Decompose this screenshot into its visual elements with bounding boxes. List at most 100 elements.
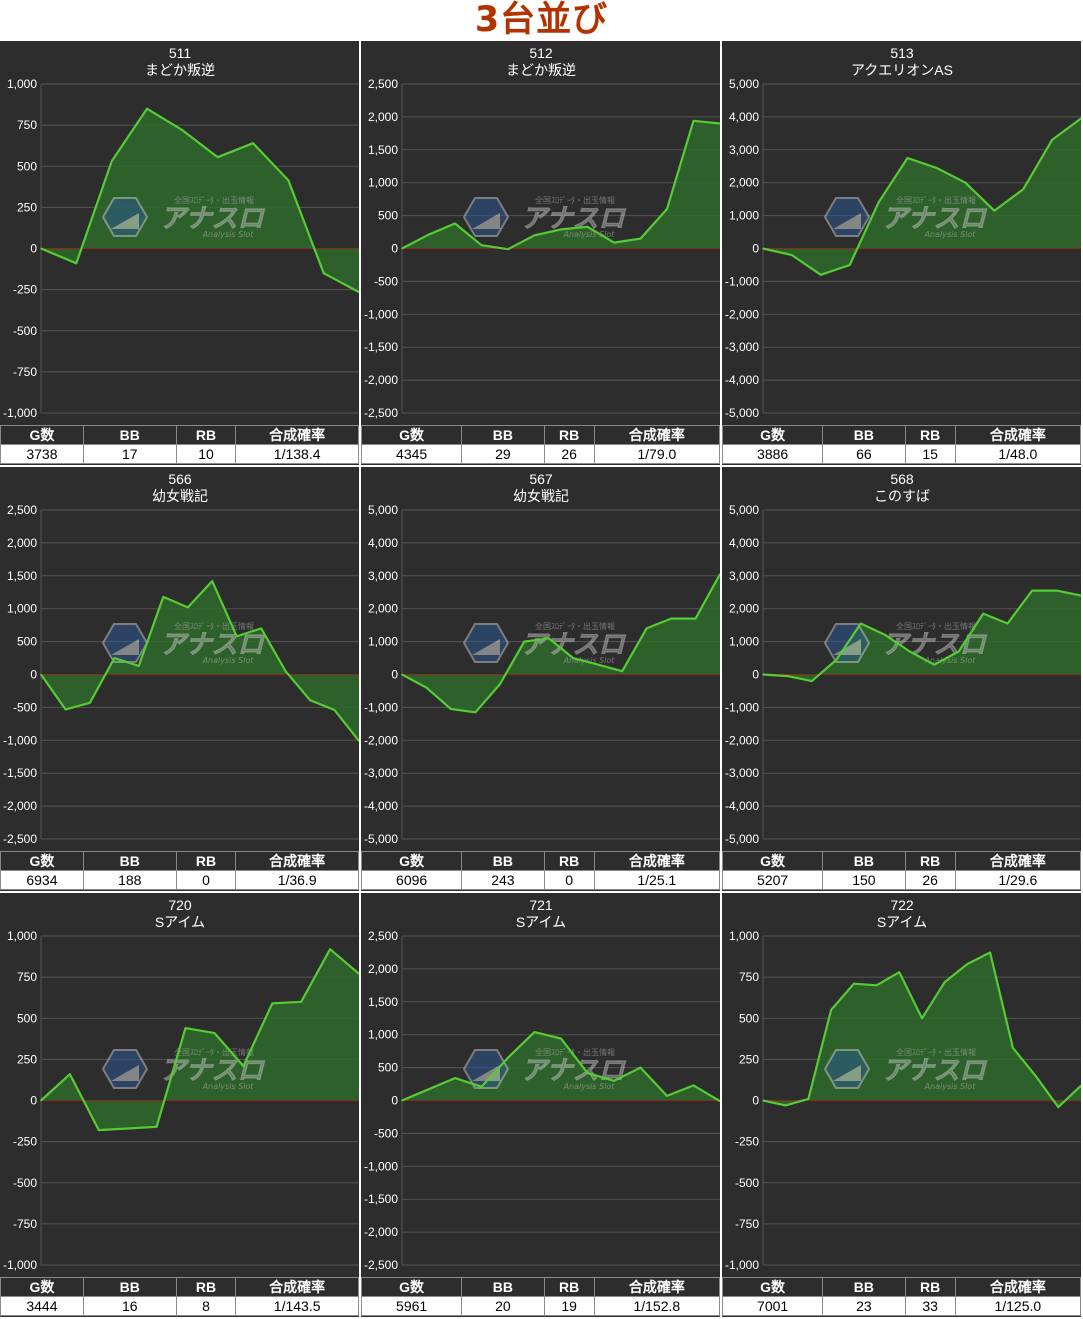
data-point — [820, 274, 822, 276]
y-tick-label: 0 — [752, 242, 759, 256]
stats-value-bb: 243 — [461, 870, 545, 890]
stats-value-games: 5207 — [721, 870, 824, 890]
data-point — [155, 1126, 158, 1128]
watermark-main-text: アナスロ — [160, 630, 265, 660]
data-point — [1080, 594, 1081, 597]
y-tick-label: 1,500 — [368, 143, 398, 157]
data-point — [982, 612, 984, 615]
y-tick-label: 1,000 — [7, 602, 37, 616]
data-point — [40, 247, 42, 250]
stats-header-cell: 合成確率 — [235, 425, 359, 445]
y-tick-label: 1,000 — [368, 635, 398, 649]
stats-value-prob: 1/79.0 — [593, 444, 721, 464]
watermark-main-text: アナスロ — [521, 630, 626, 660]
machine-name: まどか叛逆 — [506, 62, 576, 78]
y-tick-label: -1,500 — [3, 766, 37, 780]
y-tick-label: -5,000 — [725, 406, 759, 420]
data-point — [898, 971, 901, 973]
data-point — [187, 606, 189, 609]
y-tick-label: -2,000 — [364, 733, 398, 747]
y-tick-label: -1,000 — [364, 307, 398, 321]
stats-value-games: 3738 — [0, 444, 84, 464]
watermark-main-text: アナスロ — [160, 204, 265, 234]
y-tick-label: 3,000 — [729, 143, 759, 157]
chart-panel-722: 722 Sアイム 1,000 750 500 250 0 -250 -500 -750 -1,000… — [721, 893, 1082, 1317]
machine-number: 722 — [890, 897, 914, 913]
machine-name: Sアイム — [155, 914, 205, 930]
stats-header-cell: RB — [543, 425, 595, 445]
y-tick-label: 500 — [17, 159, 37, 173]
y-tick-label: -250 — [13, 283, 37, 297]
chart-panel-567: 567 幼女戦記 5,000 4,000 3,000 2,000 1,000 0 -1,000 -… — [360, 467, 721, 891]
stats-header-cell: G数 — [721, 425, 824, 445]
data-point — [807, 1098, 810, 1100]
data-point — [69, 1073, 71, 1075]
stats-value-prob: 1/125.0 — [954, 1296, 1082, 1316]
data-point — [860, 622, 862, 625]
machine-name: Sアイム — [877, 914, 927, 930]
logo-mark-icon — [111, 639, 139, 655]
watermark-sub-text: Analysis Slot — [924, 230, 977, 239]
y-tick-label: 4,000 — [368, 536, 398, 550]
data-point — [533, 234, 536, 237]
stats-header-cell: 合成確率 — [954, 425, 1082, 445]
data-point — [1034, 1075, 1037, 1077]
stats-value-rb: 0 — [175, 870, 237, 890]
watermark-main-text: アナスロ — [882, 204, 987, 234]
stats-header-cell: G数 — [360, 851, 463, 871]
area-fill — [763, 118, 1081, 275]
area-fill — [41, 581, 359, 741]
chart-panel-721: 721 Sアイム 2,500 2,000 1,500 1,000 500 0 -500 -1,00… — [360, 893, 721, 1317]
series-line — [762, 117, 1081, 276]
stats-table: G数 BB RB 合成確率 3886 66 15 1/48.0 — [721, 425, 1082, 464]
data-point — [358, 291, 359, 293]
y-tick-label: -2,000 — [3, 799, 37, 813]
y-tick-label: -1,000 — [3, 733, 37, 747]
data-point — [474, 711, 477, 714]
data-point — [401, 673, 403, 676]
stats-value-prob: 1/138.4 — [235, 444, 359, 464]
data-point — [1031, 589, 1033, 592]
chart-panel-568: 568 このすば 5,000 4,000 3,000 2,000 1,000 0 -1,000 -… — [721, 467, 1082, 891]
data-point — [830, 1009, 832, 1011]
stats-value-games: 3444 — [0, 1296, 84, 1316]
y-tick-label: -500 — [13, 700, 37, 714]
machine-name: このすば — [874, 488, 930, 504]
data-point — [427, 1088, 430, 1091]
stats-header-cell: BB — [822, 425, 906, 445]
y-tick-label: 500 — [17, 1011, 37, 1025]
stats-value-prob: 1/143.5 — [235, 1296, 359, 1316]
y-tick-label: 2,000 — [729, 602, 759, 616]
stats-value-games: 7001 — [721, 1296, 824, 1316]
area-fill — [402, 1032, 720, 1102]
stats-value-games: 3886 — [721, 444, 824, 464]
stats-table: G数 BB RB 合成確率 6096 243 0 1/25.1 — [360, 851, 721, 890]
data-point — [586, 1072, 589, 1074]
stats-header-cell: 合成確率 — [593, 425, 721, 445]
y-tick-label: 1,500 — [7, 569, 37, 583]
data-point — [358, 740, 359, 742]
data-point — [533, 1031, 536, 1033]
stats-value-bb: 66 — [822, 444, 906, 464]
y-tick-label: 0 — [752, 1094, 759, 1108]
data-point — [853, 982, 855, 985]
logo-mark-icon — [472, 1065, 500, 1081]
data-point — [884, 634, 887, 636]
y-tick-label: -750 — [735, 1217, 759, 1231]
stats-header-cell: G数 — [360, 1277, 463, 1297]
watermark-sub-text: Analysis Slot — [563, 656, 616, 665]
y-tick-label: -2,500 — [364, 1258, 398, 1272]
logo-mark-icon — [472, 639, 500, 655]
stats-header-cell: RB — [543, 851, 595, 871]
y-tick-label: 2,000 — [368, 110, 398, 124]
stats-header-cell: G数 — [0, 851, 84, 871]
y-tick-label: -500 — [374, 274, 398, 288]
